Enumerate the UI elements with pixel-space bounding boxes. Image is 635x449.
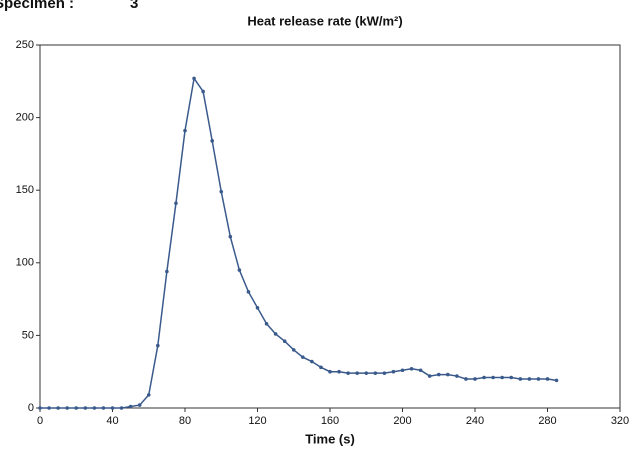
data-point bbox=[156, 343, 160, 348]
data-point bbox=[337, 369, 341, 374]
x-tick-label: 280 bbox=[538, 415, 556, 427]
specimen-label: Specimen : bbox=[0, 0, 74, 12]
data-point bbox=[110, 406, 115, 410]
data-point bbox=[47, 406, 51, 410]
data-point bbox=[38, 406, 42, 410]
specimen-value: 3 bbox=[130, 0, 138, 12]
x-tick-label: 80 bbox=[179, 415, 191, 427]
data-point bbox=[518, 377, 523, 381]
y-tick-label: 0 bbox=[28, 402, 34, 414]
data-point bbox=[101, 406, 106, 410]
x-axis-label: Time (s) bbox=[305, 431, 355, 446]
data-point bbox=[210, 139, 214, 143]
data-point bbox=[482, 375, 486, 380]
x-tick-label: 320 bbox=[611, 415, 629, 427]
y-tick-label: 50 bbox=[22, 329, 34, 341]
data-point bbox=[446, 372, 450, 377]
data-point bbox=[165, 269, 169, 274]
data-point bbox=[328, 369, 332, 374]
data-point bbox=[228, 234, 233, 239]
data-point bbox=[436, 372, 441, 377]
y-tick-label: 250 bbox=[16, 39, 34, 51]
x-tick-label: 120 bbox=[248, 415, 266, 427]
data-point bbox=[273, 332, 278, 336]
data-point bbox=[237, 268, 242, 272]
data-point bbox=[427, 374, 432, 378]
plot-frame bbox=[39, 44, 621, 409]
data-point bbox=[545, 377, 550, 381]
data-point bbox=[65, 406, 69, 410]
data-point bbox=[500, 375, 504, 380]
data-point bbox=[455, 374, 459, 378]
data-point bbox=[527, 377, 532, 381]
data-point bbox=[246, 290, 251, 294]
y-tick-label: 100 bbox=[16, 257, 34, 269]
x-tick-label: 0 bbox=[37, 415, 43, 427]
data-point bbox=[128, 404, 133, 409]
x-tick-label: 160 bbox=[321, 415, 339, 427]
data-point bbox=[282, 339, 287, 344]
y-tick-label: 200 bbox=[16, 112, 34, 124]
data-point bbox=[391, 369, 396, 374]
data-point bbox=[301, 355, 305, 359]
x-tick-label: 240 bbox=[466, 415, 484, 427]
x-tick-label: 200 bbox=[393, 415, 411, 427]
data-point bbox=[137, 403, 142, 407]
data-point bbox=[291, 348, 296, 352]
data-point bbox=[382, 371, 387, 375]
data-point bbox=[174, 201, 178, 206]
data-point bbox=[146, 393, 151, 397]
data-point bbox=[92, 406, 97, 410]
data-point bbox=[509, 375, 514, 380]
data-point bbox=[264, 321, 269, 326]
data-point bbox=[192, 76, 196, 81]
data-point bbox=[418, 368, 423, 373]
data-point bbox=[536, 377, 541, 381]
data-point bbox=[554, 378, 559, 383]
data-point bbox=[183, 128, 187, 133]
data-point bbox=[491, 375, 495, 380]
data-point bbox=[464, 377, 468, 381]
data-point bbox=[56, 406, 60, 410]
x-tick-label: 40 bbox=[106, 415, 118, 427]
data-point bbox=[201, 89, 205, 94]
y-tick-label: 150 bbox=[16, 184, 34, 196]
chart-title: Heat release rate (kW/m²) bbox=[247, 13, 402, 28]
data-point bbox=[400, 368, 405, 373]
data-point bbox=[473, 377, 477, 381]
data-point bbox=[310, 359, 314, 364]
data-point bbox=[255, 306, 260, 310]
data-point bbox=[219, 189, 224, 194]
data-point bbox=[83, 406, 88, 410]
data-point bbox=[346, 371, 350, 375]
data-point bbox=[319, 365, 323, 370]
data-line bbox=[40, 76, 557, 409]
data-point bbox=[409, 366, 414, 371]
data-point bbox=[355, 371, 359, 375]
data-point bbox=[364, 371, 369, 375]
data-point bbox=[373, 371, 378, 375]
data-point bbox=[119, 406, 124, 410]
data-point bbox=[74, 406, 79, 410]
